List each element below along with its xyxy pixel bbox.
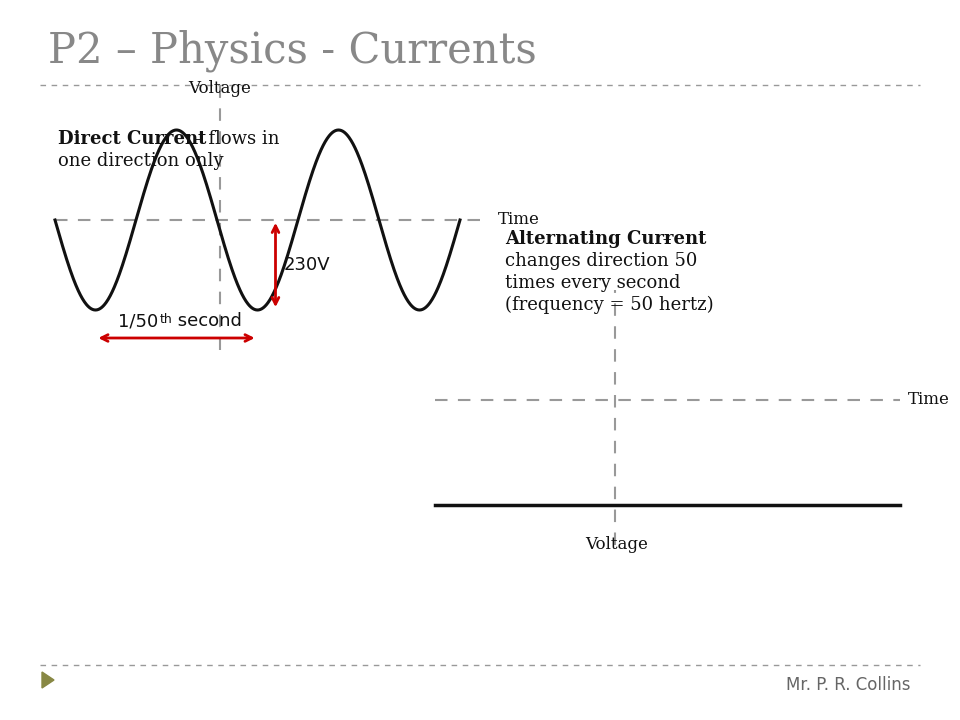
Text: Voltage: Voltage	[188, 80, 252, 97]
Text: th: th	[159, 313, 172, 326]
Text: 230V: 230V	[283, 256, 330, 274]
Text: – flows in: – flows in	[188, 130, 279, 148]
Text: changes direction 50: changes direction 50	[505, 252, 697, 270]
Text: Mr. P. R. Collins: Mr. P. R. Collins	[785, 676, 910, 694]
Text: –: –	[657, 230, 672, 248]
Text: Voltage: Voltage	[586, 536, 648, 553]
Text: Alternating Current: Alternating Current	[505, 230, 707, 248]
Text: Time: Time	[908, 392, 949, 408]
Text: one direction only: one direction only	[58, 152, 224, 170]
Text: 1/50: 1/50	[118, 312, 158, 330]
Text: (frequency = 50 hertz): (frequency = 50 hertz)	[505, 296, 713, 314]
Text: P2 – Physics - Currents: P2 – Physics - Currents	[48, 30, 537, 73]
Text: Direct Current: Direct Current	[58, 130, 206, 148]
Text: Time: Time	[498, 212, 540, 228]
Text: times every second: times every second	[505, 274, 681, 292]
Text: second: second	[172, 312, 241, 330]
Polygon shape	[42, 672, 54, 688]
